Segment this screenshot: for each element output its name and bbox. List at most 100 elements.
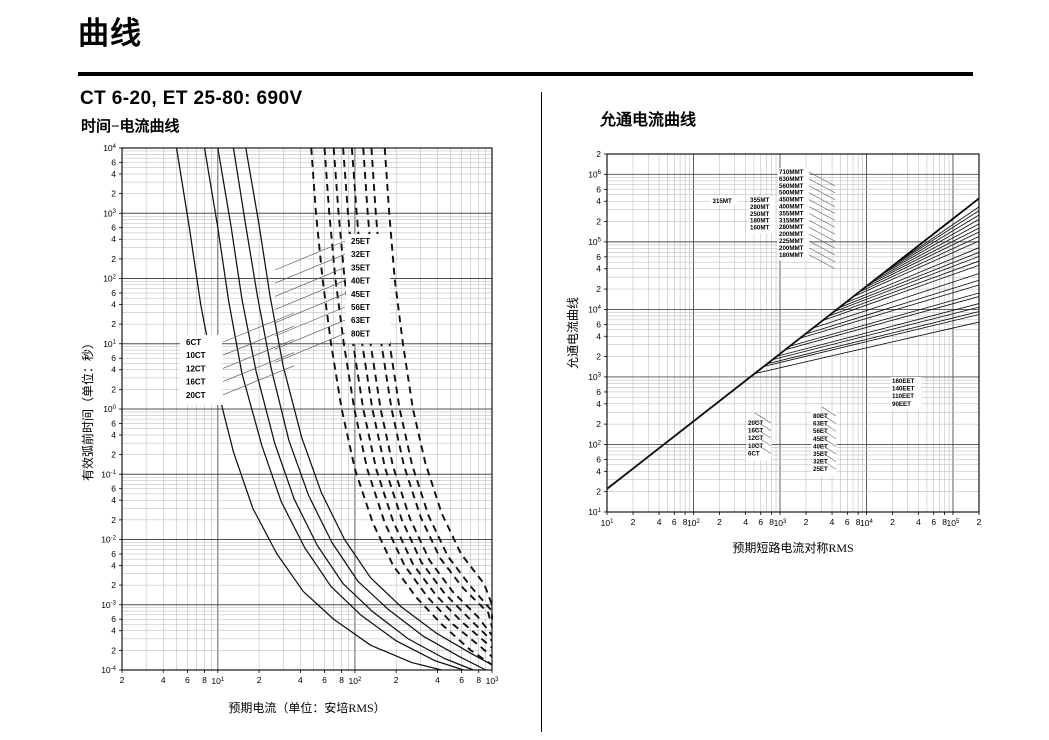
svg-text:2: 2 [596, 284, 601, 294]
et-label-32et: 32ET [351, 250, 370, 259]
svg-text:6: 6 [845, 517, 850, 527]
eet-callout-label-90eet: 90EET [892, 401, 911, 408]
ct-callout-label-20ct: 20CT [748, 420, 763, 427]
et-callout-label-63et: 63ET [813, 421, 828, 428]
svg-text:6: 6 [596, 454, 601, 464]
svg-text:6: 6 [596, 387, 601, 397]
svg-text:4: 4 [916, 517, 921, 527]
x-axis-tick-labels: 101 2 4 6 8 102 2 4 6 8 103 2 4 6 8 104 2 4 6 8 105 2 [601, 512, 982, 528]
svg-text:2: 2 [111, 645, 116, 655]
mmt-callout-label-225mmt: 225MMT [779, 238, 804, 245]
svg-text:101: 101 [588, 507, 601, 517]
et-label-25et: 25ET [351, 237, 370, 246]
svg-text:4: 4 [657, 517, 662, 527]
curve-35et [332, 147, 493, 649]
curve-20ct [245, 147, 493, 666]
column-divider [541, 92, 542, 732]
svg-text:102: 102 [103, 274, 116, 284]
eet-callout-label-110eet: 110EET [892, 393, 914, 400]
curve-25et [310, 147, 493, 666]
svg-text:4: 4 [111, 234, 116, 244]
svg-text:8: 8 [856, 517, 861, 527]
et-callout-label-35et: 35ET [813, 451, 828, 458]
mt-callout-label-160mt: 160MT [750, 225, 769, 232]
svg-text:10-3: 10-3 [101, 600, 116, 610]
mmt-callout-label: 710MMT630MMT560MMT500MMT450MMT400MMT355M… [777, 168, 836, 270]
ct-callout-label-12ct: 12CT [748, 435, 763, 442]
page-title: 曲线 [78, 16, 142, 51]
mmt-callout-label-280mmt: 280MMT [779, 224, 804, 231]
mmt-callout-label-315mmt: 315MMT [779, 217, 804, 224]
svg-text:6: 6 [111, 223, 116, 233]
et-callout-label-45et: 45ET [813, 436, 828, 443]
svg-text:2: 2 [111, 515, 116, 525]
ct-label-20ct: 20CT [186, 391, 206, 400]
y-axis-title: 有效弧前时间（单位：秒） [80, 337, 95, 481]
svg-text:4: 4 [830, 517, 835, 527]
svg-text:6: 6 [111, 288, 116, 298]
svg-text:6: 6 [111, 418, 116, 428]
ct-label-16ct: 16CT [186, 378, 206, 387]
svg-text:2: 2 [257, 675, 262, 685]
svg-text:4: 4 [596, 264, 601, 274]
svg-text:6: 6 [111, 549, 116, 559]
ct-label-12ct: 12CT [186, 364, 206, 373]
et-label-45et: 45ET [351, 290, 370, 299]
svg-text:4: 4 [596, 331, 601, 341]
svg-text:101: 101 [601, 518, 614, 528]
svg-text:8: 8 [942, 517, 947, 527]
let-through-curve-group [606, 197, 980, 490]
svg-text:4: 4 [111, 365, 116, 375]
svg-text:6: 6 [459, 675, 464, 685]
svg-text:4: 4 [298, 675, 303, 685]
svg-text:4: 4 [111, 169, 116, 179]
svg-text:4: 4 [111, 626, 116, 636]
svg-text:10-1: 10-1 [101, 469, 116, 479]
let-through-25et [606, 321, 980, 490]
svg-text:10-2: 10-2 [101, 535, 116, 545]
mt-callout-label-355mt: 355MT [750, 197, 769, 204]
mt-callout-label-315mt: 315MT [711, 196, 738, 205]
mmt-callout-label-500mmt: 500MMT [779, 190, 804, 197]
et-callout-label-80et: 80ET [813, 413, 828, 420]
svg-text:4: 4 [111, 299, 116, 309]
curve-10ct [203, 147, 464, 671]
svg-text:103: 103 [486, 676, 499, 686]
left-panel-subheading: 时间−电流曲线 [81, 119, 180, 135]
ct-callout-label-6ct: 6CT [748, 450, 760, 457]
let-through-chart: 101 2 4 6 8 102 2 4 6 8 103 2 4 6 8 104 2 4 6 8 105 2 101 2 4 6 10… [565, 148, 985, 558]
svg-text:4: 4 [596, 399, 601, 409]
svg-text:2: 2 [111, 189, 116, 199]
svg-text:100: 100 [103, 404, 116, 414]
svg-text:2: 2 [111, 384, 116, 394]
y-axis-tick-labels: 10-424610-324610-224610-1246100246101246… [101, 143, 122, 675]
svg-text:102: 102 [349, 676, 362, 686]
curve-12ct [217, 147, 474, 671]
et-callout-label-56et: 56ET [813, 428, 828, 435]
ct-label-10ct: 10CT [186, 351, 206, 360]
svg-text:4: 4 [743, 517, 748, 527]
et-label-80et: 80ET [351, 329, 370, 338]
eet-callout-label-140eet: 140EET [892, 386, 915, 393]
svg-text:4: 4 [435, 675, 440, 685]
ct-label-6ct: 6CT [186, 338, 201, 347]
svg-text:315MT: 315MT [713, 198, 732, 205]
svg-text:105: 105 [588, 237, 601, 247]
svg-text:8: 8 [202, 675, 207, 685]
ct-callout-label-10ct: 10CT [748, 443, 763, 450]
svg-text:6: 6 [596, 252, 601, 262]
et-label-35et: 35ET [351, 263, 370, 272]
svg-text:2: 2 [804, 517, 809, 527]
x-axis-title: 预期电流（单位：安培RMS） [228, 700, 385, 715]
svg-text:2: 2 [596, 149, 601, 159]
svg-text:6: 6 [185, 675, 190, 685]
svg-text:8: 8 [769, 517, 774, 527]
curve-80et [383, 147, 493, 608]
svg-text:2: 2 [890, 517, 895, 527]
et-callout-label-32et: 32ET [813, 459, 828, 466]
svg-text:4: 4 [596, 466, 601, 476]
mmt-callout-label-710mmt: 710MMT [779, 169, 804, 176]
